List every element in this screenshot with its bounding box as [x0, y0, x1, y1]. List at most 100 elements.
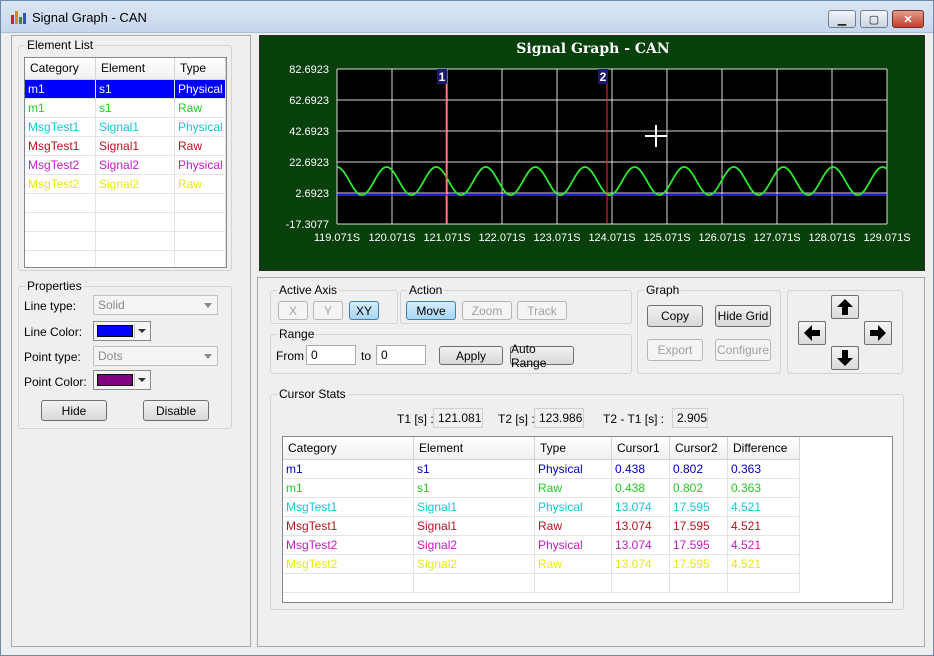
table-cell: Physical [175, 156, 226, 175]
cursor-stats-label: Cursor Stats [277, 387, 348, 401]
cursor-stats-row[interactable]: m1 s1 Raw 0.438 0.802 0.363 [283, 479, 800, 498]
point-type-label: Point type: [24, 350, 81, 364]
point-color-picker[interactable] [93, 370, 151, 390]
title-bar[interactable]: Signal Graph - CAN ▁ ▢ ✕ [1, 1, 933, 33]
table-cell: Signal1 [96, 137, 175, 156]
table-cell: MsgTest2 [25, 175, 96, 194]
copy-button[interactable]: Copy [647, 305, 703, 327]
table-cell: m1 [283, 479, 414, 498]
line-color-picker[interactable] [93, 321, 151, 341]
maximize-button[interactable]: ▢ [860, 10, 888, 28]
element-list-label: Element List [25, 38, 96, 52]
y-tick-label: 82.6923 [289, 64, 329, 76]
column-header[interactable]: Category [25, 58, 96, 80]
table-cell: 17.595 [670, 517, 728, 536]
table-cell: MsgTest2 [283, 536, 414, 555]
hide-button[interactable]: Hide [41, 400, 107, 421]
pan-right-button[interactable] [864, 321, 892, 345]
range-to-input[interactable]: 0 [376, 345, 426, 365]
action-label: Action [407, 283, 445, 297]
range-from-input[interactable]: 0 [306, 345, 356, 365]
table-cell: 17.595 [670, 536, 728, 555]
disable-button[interactable]: Disable [143, 400, 209, 421]
table-cell [414, 574, 535, 593]
track-button[interactable]: Track [517, 301, 567, 320]
active-axis-label: Active Axis [277, 283, 340, 297]
column-header[interactable]: Cursor1 [612, 437, 670, 460]
column-header[interactable]: Difference [728, 437, 800, 460]
pan-left-button[interactable] [798, 321, 826, 345]
y-tick-label: 22.6923 [289, 157, 329, 169]
element-list-row[interactable]: m1 s1 Raw [25, 99, 226, 118]
left-panel: Element List Category Element Type m1 s1 Phys… [11, 35, 251, 647]
close-button[interactable]: ✕ [892, 10, 924, 28]
x-tick-label: 128.071S [808, 232, 855, 244]
element-list-row[interactable]: m1 s1 Physical [25, 80, 226, 99]
cursor-stats-row[interactable]: m1 s1 Physical 0.438 0.802 0.363 [283, 460, 800, 479]
column-header[interactable]: Type [175, 58, 226, 80]
chevron-down-icon [204, 354, 212, 359]
minimize-button[interactable]: ▁ [828, 10, 856, 28]
element-list-grid[interactable]: Category Element Type m1 s1 Physical m1 s1 Raw Ms… [24, 57, 227, 268]
element-list-row[interactable]: MsgTest1 Signal1 Raw [25, 137, 226, 156]
table-cell: 13.074 [612, 498, 670, 517]
cursor-stats-row[interactable]: MsgTest2 Signal2 Raw 13.074 17.595 4.521 [283, 555, 800, 574]
column-header[interactable]: Element [96, 58, 175, 80]
x-tick-label: 129.071S [863, 232, 910, 244]
line-type-combo[interactable]: Solid [93, 295, 218, 315]
table-cell [96, 232, 175, 251]
element-list-group: Element List [18, 38, 232, 271]
column-header[interactable]: Cursor2 [670, 437, 728, 460]
arrow-up-icon [837, 299, 853, 315]
table-cell [175, 232, 226, 251]
export-button[interactable]: Export [647, 339, 703, 361]
table-cell: Physical [535, 498, 612, 517]
table-cell: Raw [535, 517, 612, 536]
move-button[interactable]: Move [406, 301, 456, 320]
table-cell: Signal2 [414, 555, 535, 574]
graph-options-label: Graph [644, 283, 682, 297]
axis-xy-button[interactable]: XY [349, 301, 379, 320]
column-header[interactable]: Category [283, 437, 414, 460]
column-header[interactable]: Type [535, 437, 612, 460]
point-type-combo[interactable]: Dots [93, 346, 218, 366]
configure-button[interactable]: Configure [715, 339, 771, 361]
hide-grid-button[interactable]: Hide Grid [715, 305, 771, 327]
cursor-stats-row[interactable]: MsgTest1 Signal1 Raw 13.074 17.595 4.521 [283, 517, 800, 536]
column-header[interactable]: Element [414, 437, 535, 460]
auto-range-button[interactable]: Auto Range [510, 342, 574, 370]
range-label: Range [277, 327, 317, 341]
cursor-stats-row [283, 574, 800, 593]
line-color-label: Line Color: [24, 325, 83, 339]
zoom-button[interactable]: Zoom [462, 301, 512, 320]
pan-down-button[interactable] [831, 346, 859, 370]
table-cell: Raw [535, 479, 612, 498]
table-cell: 4.521 [728, 517, 800, 536]
axis-x-button[interactable]: X [278, 301, 308, 320]
table-cell: Signal1 [414, 498, 535, 517]
x-tick-label: 124.071S [588, 232, 635, 244]
table-cell: Physical [175, 118, 226, 137]
y-tick-label: 2.6923 [295, 188, 329, 200]
line-type-label: Line type: [24, 299, 77, 313]
apply-button[interactable]: Apply [439, 346, 503, 365]
point-type-value: Dots [98, 349, 123, 363]
element-list-row[interactable]: MsgTest1 Signal1 Physical [25, 118, 226, 137]
cursor-1-marker [437, 69, 447, 84]
cursor-stats-group: Cursor Stats [270, 387, 904, 610]
table-cell: MsgTest2 [25, 156, 96, 175]
table-cell: s1 [414, 479, 535, 498]
cursor-stats-row[interactable]: MsgTest2 Signal2 Physical 13.074 17.595 4.521 [283, 536, 800, 555]
element-list-row[interactable]: MsgTest2 Signal2 Physical [25, 156, 226, 175]
axis-y-button[interactable]: Y [313, 301, 343, 320]
element-list-row[interactable]: MsgTest2 Signal2 Raw [25, 175, 226, 194]
graph-options-group: Graph [637, 283, 781, 374]
table-cell: 0.363 [728, 460, 800, 479]
cursor-stats-grid[interactable]: Category Element Type Cursor1 Cursor2 Differe… [282, 436, 893, 603]
pan-up-button[interactable] [831, 295, 859, 319]
t1-value: 121.081 [433, 408, 483, 428]
cursor-stats-row[interactable]: MsgTest1 Signal1 Physical 13.074 17.595 4.521 [283, 498, 800, 517]
t1-label: T1 [s] : [397, 412, 434, 426]
signal-graph-plot[interactable]: 119.071S 120.071S 121.071S 122.071S 123.071S… [260, 36, 926, 272]
table-cell [25, 194, 96, 213]
